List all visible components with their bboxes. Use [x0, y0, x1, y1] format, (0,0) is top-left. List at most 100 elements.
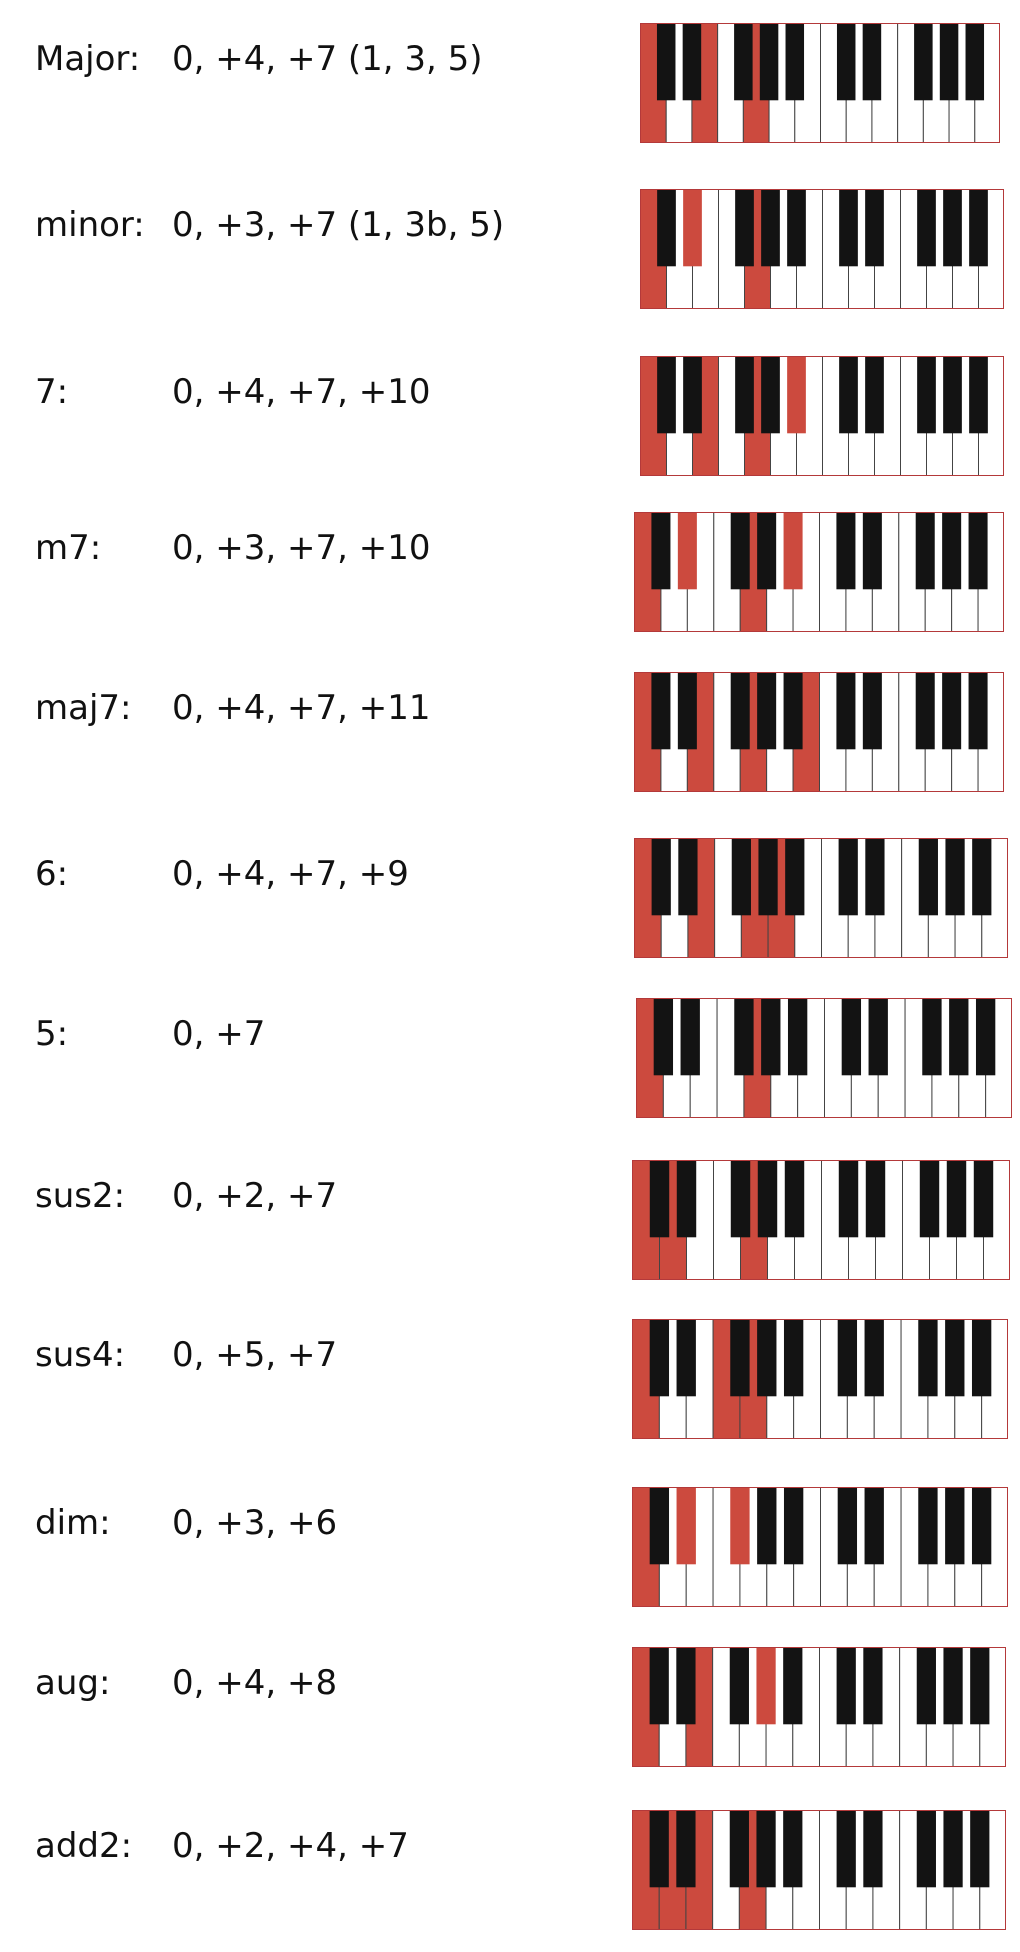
- black-key: [865, 838, 885, 916]
- keyboard-frame: [632, 1319, 1008, 1439]
- black-key: [864, 1487, 884, 1565]
- black-key-highlighted: [787, 356, 806, 434]
- black-key: [756, 1810, 776, 1888]
- black-key: [761, 189, 780, 267]
- black-key: [680, 998, 700, 1076]
- black-key: [917, 356, 936, 434]
- chord-intervals: 0, +2, +7: [172, 1176, 338, 1216]
- black-key: [946, 1160, 967, 1238]
- black-key: [757, 1319, 777, 1397]
- black-key-highlighted: [677, 512, 697, 590]
- black-key: [862, 672, 882, 750]
- black-key: [945, 1487, 965, 1565]
- black-key: [676, 1319, 696, 1397]
- chord-intervals: 0, +4, +8: [172, 1663, 338, 1703]
- black-key: [943, 1647, 963, 1725]
- chord-intervals: 0, +4, +7, +11: [172, 688, 431, 728]
- black-key: [785, 23, 805, 101]
- piano-keyboard: [636, 998, 1012, 1118]
- black-key: [969, 189, 988, 267]
- chord-intervals: 0, +2, +4, +7: [172, 1826, 409, 1866]
- keyboard-frame: [632, 1647, 1006, 1767]
- black-key: [678, 838, 698, 916]
- black-key: [863, 1647, 883, 1725]
- black-key: [970, 1810, 990, 1888]
- black-key: [757, 672, 777, 750]
- black-key: [651, 672, 671, 750]
- black-key: [787, 189, 806, 267]
- chord-name: dim:: [35, 1503, 111, 1543]
- black-key: [863, 1810, 883, 1888]
- chord-row: 7: 0, +4, +7, +10: [0, 356, 1020, 486]
- keyboard-frame: [634, 838, 1008, 958]
- black-key: [729, 1647, 749, 1725]
- black-key: [943, 1810, 963, 1888]
- black-key: [734, 23, 753, 101]
- black-key: [839, 189, 858, 267]
- black-key: [683, 356, 702, 434]
- chord-intervals: 0, +3, +7, +10: [172, 528, 431, 568]
- chord-row: m7: 0, +3, +7, +10: [0, 512, 1020, 642]
- chord-intervals: 0, +3, +7 (1, 3b, 5): [172, 205, 505, 245]
- piano-keyboard: [632, 1319, 1008, 1439]
- black-key: [943, 189, 962, 267]
- black-key: [945, 838, 965, 916]
- black-key: [868, 998, 888, 1076]
- black-key: [971, 1487, 992, 1565]
- chord-name: 5:: [35, 1014, 69, 1054]
- black-key: [865, 356, 884, 434]
- black-key: [758, 838, 778, 916]
- black-key: [730, 672, 750, 750]
- black-key: [839, 356, 858, 434]
- chord-name: aug:: [35, 1663, 111, 1703]
- black-key: [676, 1647, 696, 1725]
- black-key: [735, 356, 754, 434]
- black-key: [915, 672, 935, 750]
- black-key: [783, 1647, 803, 1725]
- piano-keyboard: [632, 1810, 1006, 1930]
- black-key: [865, 189, 884, 267]
- black-key: [922, 998, 942, 1076]
- black-key: [649, 1160, 670, 1238]
- black-key: [965, 23, 985, 101]
- black-key: [939, 23, 959, 101]
- chord-intervals: 0, +4, +7, +9: [172, 854, 409, 894]
- black-key: [836, 23, 856, 101]
- chord-name: add2:: [35, 1826, 133, 1866]
- black-key: [682, 23, 702, 101]
- black-key: [917, 189, 936, 267]
- black-key: [915, 512, 935, 590]
- black-key: [757, 1487, 777, 1565]
- black-key-highlighted: [756, 1647, 776, 1725]
- black-key: [914, 23, 933, 101]
- black-key: [916, 1647, 936, 1725]
- black-key: [836, 1810, 856, 1888]
- black-key: [783, 672, 803, 750]
- black-key-highlighted: [683, 189, 702, 267]
- black-key: [734, 998, 754, 1076]
- black-key: [676, 1810, 696, 1888]
- piano-keyboard: [632, 1647, 1006, 1767]
- black-key: [973, 1160, 994, 1238]
- black-key: [784, 1160, 805, 1238]
- chord-name: sus4:: [35, 1335, 126, 1375]
- black-key: [651, 512, 671, 590]
- chord-intervals: 0, +7: [172, 1014, 266, 1054]
- chord-row: sus4: 0, +5, +7: [0, 1319, 1020, 1449]
- chord-name: maj7:: [35, 688, 132, 728]
- black-key: [836, 512, 856, 590]
- black-key: [649, 1810, 669, 1888]
- black-key: [757, 1160, 778, 1238]
- chord-row: 5: 0, +7: [0, 998, 1020, 1128]
- black-key: [657, 356, 676, 434]
- black-key: [837, 1319, 858, 1397]
- black-key: [730, 1160, 751, 1238]
- piano-keyboard: [640, 23, 1000, 143]
- piano-keyboard: [634, 838, 1008, 958]
- black-key: [942, 672, 962, 750]
- black-key: [783, 1487, 804, 1565]
- black-key: [918, 1319, 938, 1397]
- keyboard-frame: [634, 672, 1004, 792]
- black-key: [676, 1160, 697, 1238]
- black-key: [783, 1810, 803, 1888]
